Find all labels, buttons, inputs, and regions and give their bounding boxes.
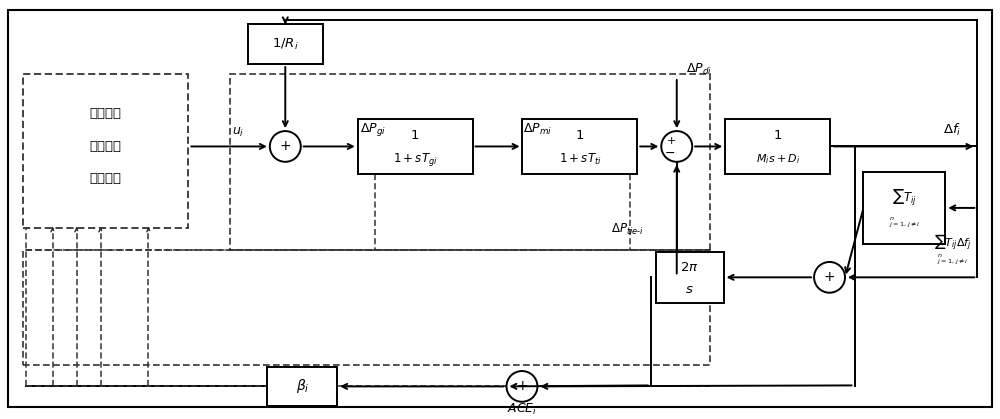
Text: $1 + sT_{ti}$: $1 + sT_{ti}$: [559, 152, 601, 167]
Text: +: +: [516, 379, 528, 393]
Text: $1 + sT_{gi}$: $1 + sT_{gi}$: [393, 151, 437, 168]
Bar: [358, 119, 473, 174]
Text: $\sum T_{ij}$: $\sum T_{ij}$: [892, 188, 917, 208]
Bar: [23, 250, 710, 365]
Circle shape: [814, 262, 845, 293]
Text: $\Delta f_i$: $\Delta f_i$: [943, 122, 962, 138]
Text: +: +: [824, 270, 835, 285]
Circle shape: [506, 371, 537, 402]
Text: $1$: $1$: [410, 129, 420, 142]
Bar: [230, 74, 710, 250]
Text: $_{j=1,\,j\neq i}^{n}$: $_{j=1,\,j\neq i}^{n}$: [889, 216, 920, 230]
Text: −: −: [665, 147, 675, 160]
Text: +: +: [279, 140, 291, 153]
Text: $u_i$: $u_i$: [232, 126, 245, 139]
Bar: [522, 119, 637, 174]
Text: $ACE_i$: $ACE_i$: [507, 402, 537, 417]
Circle shape: [661, 131, 692, 162]
Text: +: +: [667, 135, 676, 145]
Text: 触发的滑: 触发的滑: [90, 140, 122, 153]
Text: 基于事件: 基于事件: [90, 107, 122, 120]
Text: $2\pi$: $2\pi$: [680, 261, 699, 274]
Bar: [725, 119, 830, 174]
Bar: [863, 172, 945, 243]
Text: $1$: $1$: [575, 129, 585, 142]
Text: $_{j=1,\,j\neq i}^{n}$: $_{j=1,\,j\neq i}^{n}$: [937, 252, 968, 266]
Bar: [267, 367, 337, 406]
Text: 膜控制器: 膜控制器: [90, 172, 122, 185]
Bar: [248, 24, 323, 64]
Text: $s$: $s$: [685, 283, 694, 296]
Bar: [23, 74, 188, 228]
Text: $\beta_i$: $\beta_i$: [296, 378, 309, 396]
Text: $M_is + D_i$: $M_is + D_i$: [756, 153, 800, 166]
Bar: [656, 251, 724, 303]
Text: $\Delta P_{mi}$: $\Delta P_{mi}$: [523, 122, 552, 137]
Text: $\Delta P_{di}$: $\Delta P_{di}$: [686, 62, 712, 77]
Text: $\Delta P_{gi}$: $\Delta P_{gi}$: [360, 121, 386, 138]
Text: $1/R_i$: $1/R_i$: [272, 37, 299, 52]
Text: $\Delta P_{tie\text{-}i}$: $\Delta P_{tie\text{-}i}$: [611, 222, 644, 237]
Text: $1$: $1$: [773, 129, 782, 142]
Circle shape: [270, 131, 301, 162]
Text: $\sum T_{ij}\Delta f_j$: $\sum T_{ij}\Delta f_j$: [934, 233, 971, 253]
